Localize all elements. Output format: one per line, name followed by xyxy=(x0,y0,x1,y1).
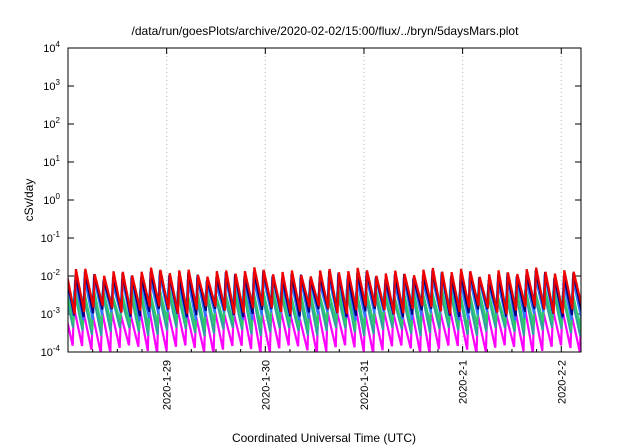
y-tick-label: 102 xyxy=(43,116,60,131)
y-tick-label: 104 xyxy=(43,40,60,55)
y-tick-label: 10-4 xyxy=(41,344,61,359)
grid-lines xyxy=(166,48,562,352)
x-tick-label: 2020-1-31 xyxy=(359,360,371,410)
chart-title: /data/run/goesPlots/archive/2020-02-02/1… xyxy=(132,24,520,38)
series-line xyxy=(68,267,581,315)
x-tick-label: 2020-2-2 xyxy=(556,360,568,404)
y-tick-label: 101 xyxy=(43,154,60,169)
x-tick-label: 2020-1-30 xyxy=(260,360,272,410)
y-axis-label: cSv/day xyxy=(22,179,36,222)
y-tick-label: 10-2 xyxy=(41,268,61,283)
y-tick-label: 103 xyxy=(43,78,60,93)
x-tick-label: 2020-2-1 xyxy=(458,360,470,404)
x-axis-ticks: 2020-1-29 2020-1-30 2020-1-31 2020-2-1 2020-… xyxy=(92,48,568,410)
y-axis-ticks: 104 103 102 101 100 10-1 10-2 10-3 10-4 xyxy=(41,40,581,359)
y-tick-label: 100 xyxy=(43,192,60,207)
x-tick-label: 2020-1-29 xyxy=(162,360,174,410)
y-tick-label: 10-3 xyxy=(41,306,61,321)
data-series xyxy=(68,267,581,352)
plot-frame xyxy=(67,47,582,353)
x-axis-label: Coordinated Universal Time (UTC) xyxy=(232,431,416,445)
y-tick-label: 10-1 xyxy=(41,230,61,245)
